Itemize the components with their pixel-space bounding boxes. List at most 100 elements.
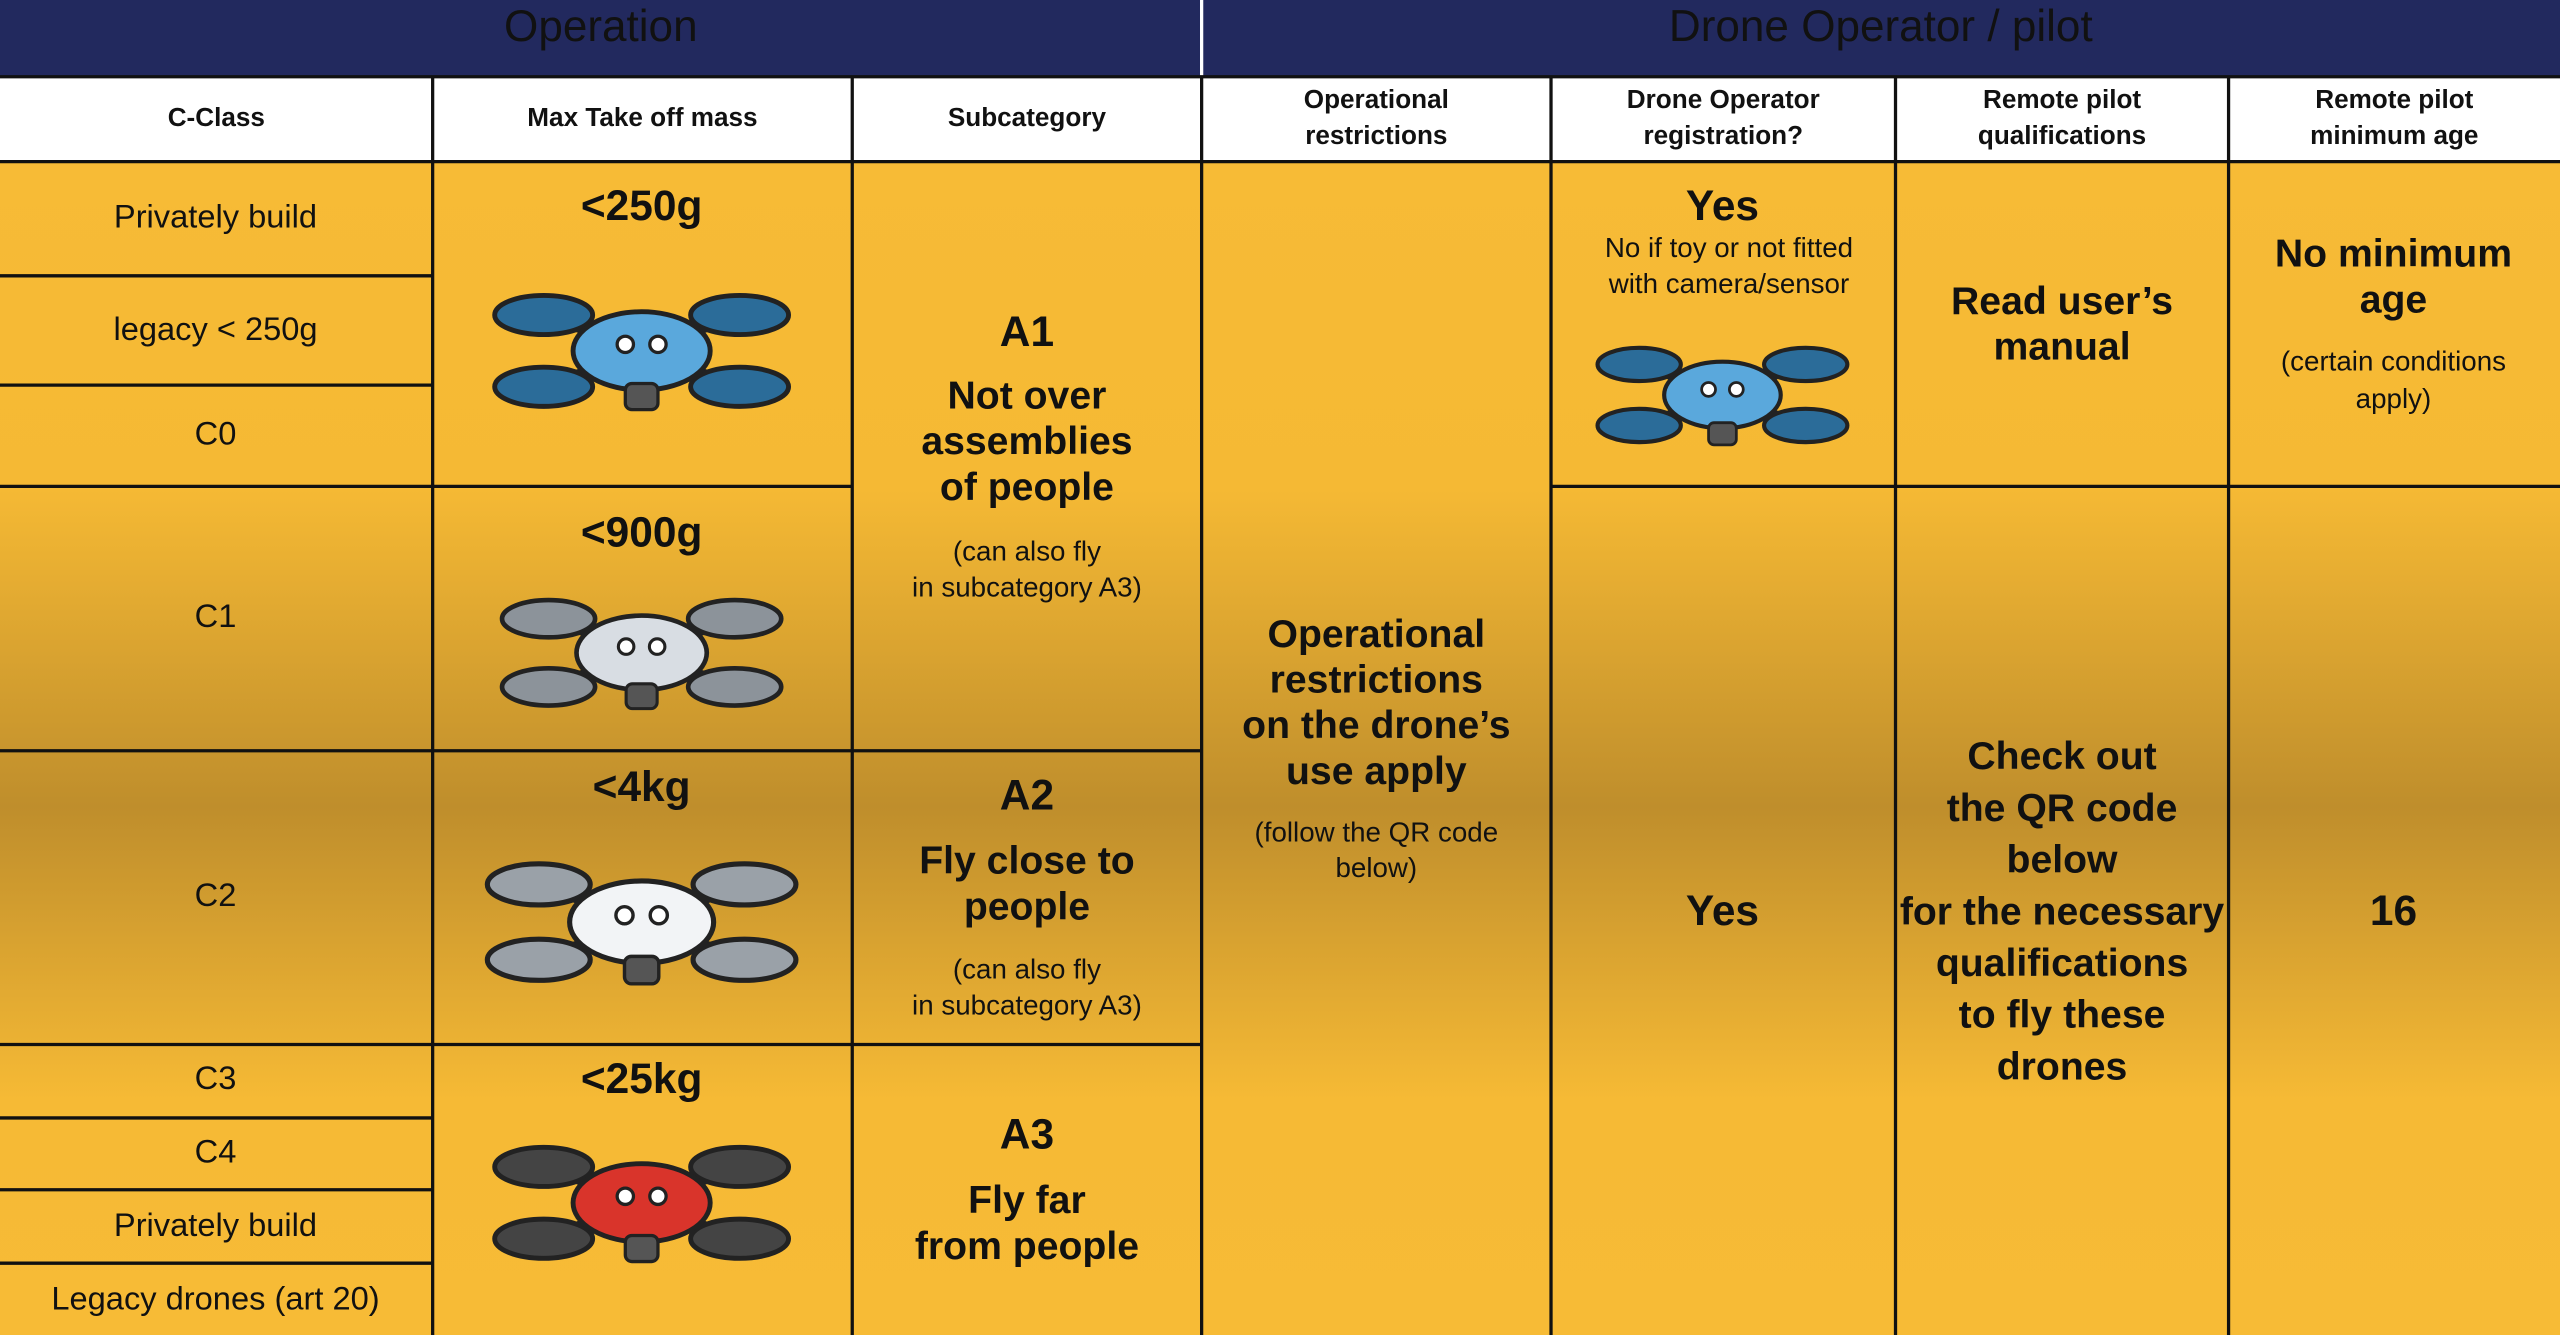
drone-rotor (492, 1144, 596, 1189)
column-header: registration? (1643, 120, 1803, 150)
mass-label: <25kg (581, 1055, 703, 1102)
drone-rotor (492, 1216, 596, 1261)
drone-eye (647, 637, 667, 656)
column-header: C-Class (168, 102, 265, 132)
drone-illustration (492, 1144, 792, 1264)
drone-rotor (1595, 345, 1683, 384)
age-title: age (2360, 278, 2427, 321)
qualification-text: qualifications (1936, 942, 2188, 985)
subcategory-title: Fly far (968, 1179, 1086, 1222)
drone-rotor (1762, 345, 1850, 384)
content: Operation Drone Operator / pilot C-Class Ma… (51, 2, 2512, 1316)
drone-body (1662, 359, 1783, 431)
drone-body (567, 878, 717, 966)
subcategory-title: assemblies (921, 420, 1132, 463)
drone-rotor (1595, 406, 1683, 445)
subcategory-note: (can also fly (953, 953, 1101, 984)
class-label: Legacy drones (art 20) (51, 1279, 379, 1316)
qualification-text: drones (1997, 1045, 2128, 1088)
drone-rotor (688, 1216, 792, 1261)
registration-note: with camera/sensor (1608, 268, 1850, 299)
group-title: Drone Operator / pilot (1669, 2, 2093, 51)
class-label: C1 (195, 597, 237, 634)
qualification-text: Check out (1967, 735, 2156, 778)
drone-camera (624, 682, 659, 711)
column-header: qualifications (1978, 120, 2146, 150)
group-header-band (0, 0, 2560, 77)
subcategory-note: (can also fly (953, 536, 1101, 567)
subcategory-title: Not over (948, 375, 1107, 418)
restrictions-title: restrictions (1270, 659, 1483, 702)
drone-body (574, 613, 710, 693)
column-header: Remote pilot (1983, 84, 2141, 114)
subcategory-code: A2 (1000, 771, 1054, 818)
restrictions-title: on the drone’s (1242, 704, 1510, 747)
subcategory-code: A3 (1000, 1111, 1054, 1158)
subcategory-title: of people (940, 466, 1114, 509)
drone-eye (615, 1186, 636, 1207)
qualification-text: below (2007, 839, 2119, 882)
drone-rotor (492, 364, 596, 409)
subcategory-note: in subcategory A3) (912, 989, 1142, 1020)
subcategory-title: people (964, 885, 1090, 928)
drone-rotor (690, 936, 799, 983)
class-label: C2 (195, 876, 237, 913)
drone-rotor (499, 665, 598, 708)
drone-eye (648, 1186, 668, 1207)
drone-eye (648, 334, 668, 355)
subcategory-title: from people (915, 1225, 1139, 1268)
drone-rotor (1762, 406, 1850, 445)
drone-rotor (484, 936, 593, 983)
restrictions-note: (follow the QR code (1255, 816, 1499, 847)
class-label: C3 (195, 1059, 237, 1096)
drone-camera (1707, 421, 1738, 447)
restrictions-title: Operational (1268, 613, 1486, 656)
column-header: minimum age (2310, 120, 2478, 150)
class-label: C0 (195, 414, 237, 451)
restrictions-note: below) (1335, 852, 1417, 883)
restrictions-title: use apply (1286, 750, 1467, 793)
mass-label: <4kg (593, 763, 691, 810)
drone-body (570, 1161, 713, 1245)
subcategory-code: A1 (1000, 308, 1054, 355)
qualification-text: for the necessary (1900, 890, 2225, 933)
qualification-text: to fly these (1959, 994, 2166, 1037)
table-body (0, 161, 2560, 1335)
drone-camera (623, 1233, 660, 1264)
mass-label: <900g (581, 509, 703, 556)
drone-eye (615, 334, 636, 355)
registration-answer: Yes (1686, 887, 1759, 934)
age-title: No minimum (2275, 233, 2512, 276)
age-note: apply) (2356, 383, 2432, 414)
class-label: Privately build (114, 1206, 317, 1243)
drone-rotor (688, 292, 792, 338)
drone-body (570, 309, 713, 393)
drone-rotor (685, 597, 784, 640)
age-note: (certain conditions (2281, 345, 2506, 376)
drone-rotor (688, 364, 792, 409)
drone-eye (614, 904, 635, 926)
mass-label: <250g (581, 182, 703, 229)
class-label: C4 (195, 1132, 237, 1169)
registration-answer: Yes (1686, 182, 1759, 229)
drone-rotor (499, 597, 598, 640)
drone-eye (1700, 381, 1717, 398)
group-title: Operation (504, 2, 698, 51)
drone-camera (623, 381, 660, 412)
drone-eye (648, 904, 670, 926)
qualification-text: the QR code (1947, 787, 2178, 830)
registration-note: No if toy or not fitted (1605, 232, 1853, 263)
drone-illustration (1595, 345, 1850, 447)
drone-eye (616, 637, 636, 656)
column-header-band (0, 76, 2560, 162)
column-header: restrictions (1305, 120, 1447, 150)
drone-rotor (690, 861, 799, 908)
drone-rotor (484, 861, 593, 908)
class-label: Privately build (114, 197, 317, 234)
qualification-text: manual (1993, 326, 2130, 369)
column-header: Remote pilot (2315, 84, 2473, 114)
drone-eye (1728, 381, 1745, 398)
drone-rotor (492, 292, 596, 338)
